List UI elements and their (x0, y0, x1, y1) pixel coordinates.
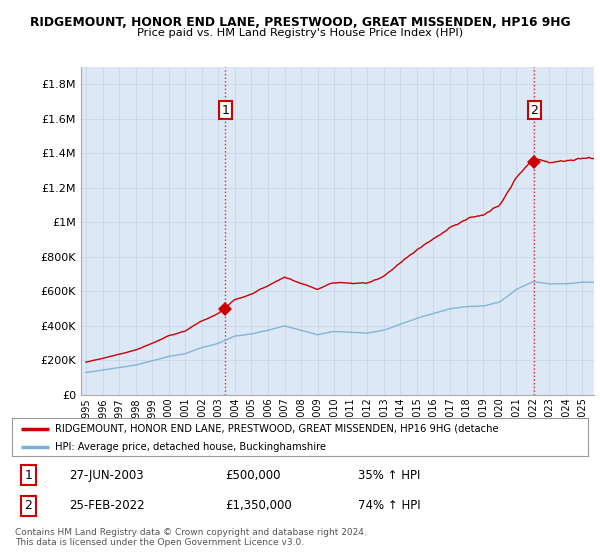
Text: £1,350,000: £1,350,000 (225, 499, 292, 512)
Text: 2: 2 (24, 499, 32, 512)
Text: HPI: Average price, detached house, Buckinghamshire: HPI: Average price, detached house, Buck… (55, 442, 326, 452)
Text: 27-JUN-2003: 27-JUN-2003 (70, 469, 144, 482)
Text: Price paid vs. HM Land Registry's House Price Index (HPI): Price paid vs. HM Land Registry's House … (137, 28, 463, 38)
Text: RIDGEMOUNT, HONOR END LANE, PRESTWOOD, GREAT MISSENDEN, HP16 9HG: RIDGEMOUNT, HONOR END LANE, PRESTWOOD, G… (29, 16, 571, 29)
Text: £500,000: £500,000 (225, 469, 281, 482)
Text: 74% ↑ HPI: 74% ↑ HPI (358, 499, 420, 512)
Text: 35% ↑ HPI: 35% ↑ HPI (358, 469, 420, 482)
Text: Contains HM Land Registry data © Crown copyright and database right 2024.
This d: Contains HM Land Registry data © Crown c… (15, 528, 367, 547)
Text: 2: 2 (530, 104, 538, 117)
Text: 1: 1 (24, 469, 32, 482)
Text: 25-FEB-2022: 25-FEB-2022 (70, 499, 145, 512)
Text: RIDGEMOUNT, HONOR END LANE, PRESTWOOD, GREAT MISSENDEN, HP16 9HG (detache: RIDGEMOUNT, HONOR END LANE, PRESTWOOD, G… (55, 424, 499, 434)
Text: 1: 1 (221, 104, 229, 117)
